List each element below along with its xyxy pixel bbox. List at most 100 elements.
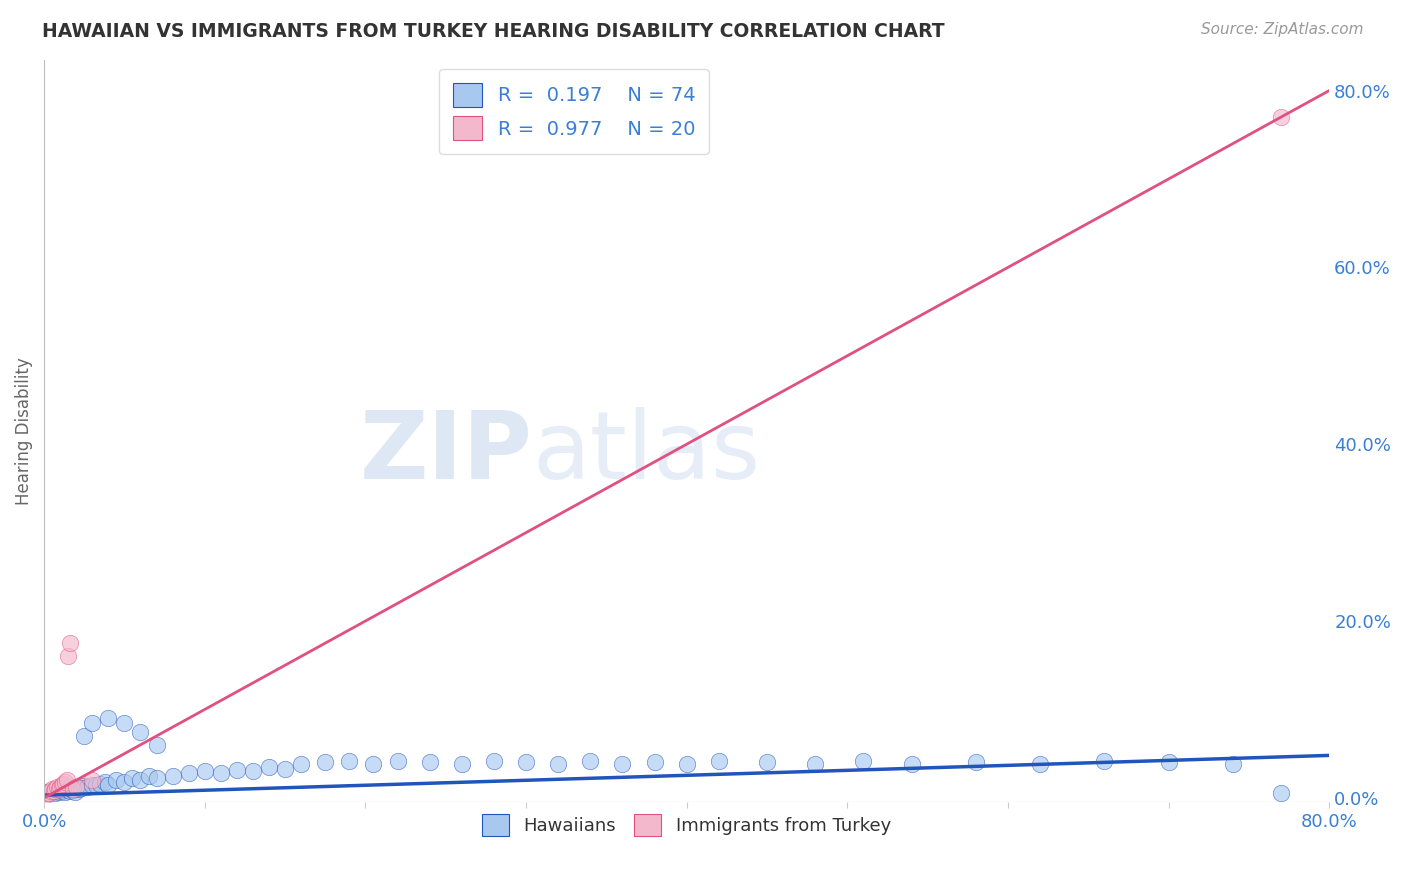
- Point: [51, 784, 73, 798]
- Point: [48, 782, 70, 797]
- Point: [145, 772, 167, 786]
- Point: [65, 780, 87, 795]
- Point: [94, 775, 117, 789]
- Legend: Hawaiians, Immigrants from Turkey: Hawaiians, Immigrants from Turkey: [474, 805, 900, 846]
- Point: [129, 724, 152, 739]
- Point: [194, 764, 217, 779]
- Point: [37, 786, 59, 800]
- Point: [675, 757, 697, 772]
- Point: [225, 763, 247, 777]
- Point: [965, 756, 987, 770]
- Point: [114, 775, 136, 789]
- Point: [1222, 757, 1244, 772]
- Point: [121, 772, 143, 786]
- Point: [1029, 757, 1052, 772]
- Point: [53, 775, 76, 789]
- Point: [55, 773, 77, 788]
- Point: [51, 779, 73, 793]
- Point: [97, 711, 120, 725]
- Y-axis label: Hearing Disability: Hearing Disability: [15, 357, 32, 505]
- Point: [70, 781, 93, 796]
- Point: [290, 757, 312, 772]
- Point: [1270, 786, 1292, 800]
- Point: [48, 785, 70, 799]
- Text: Source: ZipAtlas.com: Source: ZipAtlas.com: [1201, 22, 1364, 37]
- Point: [363, 757, 385, 772]
- Point: [707, 754, 730, 768]
- Point: [1270, 110, 1292, 124]
- Point: [314, 756, 336, 770]
- Point: [52, 777, 75, 791]
- Point: [274, 762, 297, 776]
- Point: [547, 757, 569, 772]
- Point: [257, 760, 280, 774]
- Point: [242, 764, 264, 779]
- Point: [46, 780, 69, 795]
- Point: [39, 784, 62, 798]
- Point: [82, 773, 104, 788]
- Point: [145, 738, 167, 752]
- Point: [37, 785, 59, 799]
- Point: [89, 777, 111, 791]
- Point: [59, 636, 82, 650]
- Text: ZIP: ZIP: [360, 408, 533, 500]
- Point: [76, 780, 98, 795]
- Text: atlas: atlas: [533, 408, 761, 500]
- Point: [65, 780, 87, 795]
- Point: [579, 754, 602, 768]
- Point: [46, 784, 69, 798]
- Point: [55, 781, 77, 796]
- Point: [58, 649, 80, 664]
- Point: [177, 766, 200, 780]
- Point: [41, 782, 63, 797]
- Point: [42, 784, 65, 798]
- Point: [852, 754, 875, 768]
- Point: [41, 785, 63, 799]
- Point: [129, 773, 152, 788]
- Point: [82, 778, 104, 792]
- Point: [82, 715, 104, 730]
- Point: [58, 783, 80, 797]
- Point: [804, 757, 827, 772]
- Point: [35, 788, 58, 802]
- Point: [1157, 756, 1180, 770]
- Point: [60, 782, 83, 797]
- Point: [84, 779, 107, 793]
- Point: [44, 786, 66, 800]
- Point: [337, 754, 360, 768]
- Point: [73, 780, 96, 794]
- Point: [450, 757, 472, 772]
- Point: [209, 766, 232, 780]
- Point: [39, 784, 62, 798]
- Point: [62, 783, 84, 797]
- Point: [44, 782, 66, 797]
- Point: [900, 757, 922, 772]
- Point: [612, 757, 634, 772]
- Point: [62, 782, 84, 797]
- Point: [644, 756, 666, 770]
- Point: [53, 785, 76, 799]
- Point: [73, 729, 96, 743]
- Point: [162, 769, 184, 783]
- Point: [114, 715, 136, 730]
- Point: [38, 786, 60, 800]
- Point: [138, 769, 160, 783]
- Point: [387, 754, 409, 768]
- Point: [1092, 754, 1115, 768]
- Point: [38, 786, 60, 800]
- Point: [482, 754, 505, 768]
- Point: [49, 780, 72, 795]
- Point: [69, 782, 91, 797]
- Point: [35, 786, 58, 800]
- Point: [59, 784, 82, 798]
- Point: [515, 756, 537, 770]
- Point: [97, 778, 120, 792]
- Point: [105, 773, 128, 788]
- Point: [756, 756, 779, 770]
- Point: [52, 783, 75, 797]
- Point: [49, 782, 72, 797]
- Text: HAWAIIAN VS IMMIGRANTS FROM TURKEY HEARING DISABILITY CORRELATION CHART: HAWAIIAN VS IMMIGRANTS FROM TURKEY HEARI…: [42, 22, 945, 41]
- Point: [419, 756, 441, 770]
- Point: [63, 785, 86, 799]
- Point: [42, 783, 65, 797]
